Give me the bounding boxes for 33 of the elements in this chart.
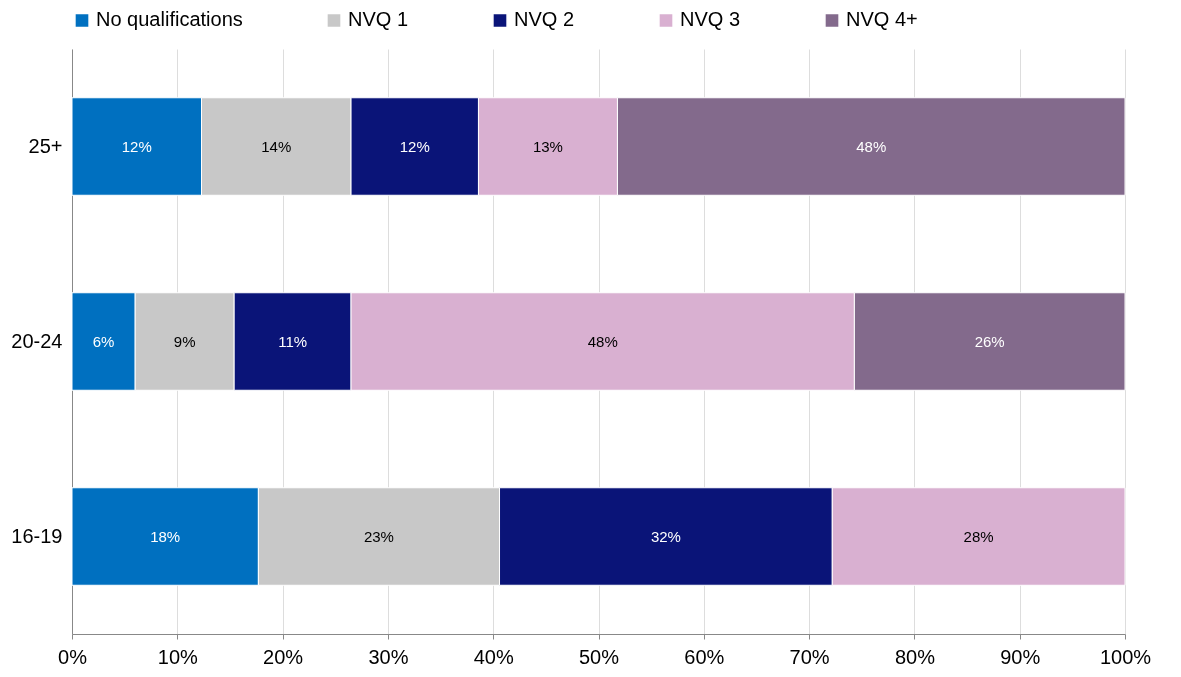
data-label: 48%	[856, 137, 887, 155]
data-label: 12%	[121, 137, 152, 155]
x-tick-label: 60%	[684, 645, 725, 668]
data-label: 13%	[532, 137, 563, 155]
data-label: 28%	[963, 527, 994, 545]
y-tick-label: 20-24	[11, 329, 63, 352]
data-label: 12%	[399, 137, 430, 155]
x-tick-label: 40%	[473, 645, 514, 668]
data-label: 11%	[278, 332, 308, 350]
data-label: 48%	[587, 332, 618, 350]
y-tick-label: 16-19	[11, 524, 63, 547]
data-label: 6%	[92, 332, 115, 350]
x-tick-label: 30%	[368, 645, 409, 668]
x-tick-label: 70%	[789, 645, 830, 668]
x-tick-label: 0%	[58, 645, 88, 668]
data-label: 18%	[150, 527, 181, 545]
data-label: 26%	[974, 332, 1005, 350]
x-tick-label: 100%	[1099, 645, 1152, 668]
data-label: 9%	[173, 332, 196, 350]
legend-label: NVQ 3	[680, 8, 741, 31]
x-tick-label: 20%	[263, 645, 304, 668]
legend-label: NVQ 1	[348, 8, 409, 31]
legend-label: No qualifications	[96, 8, 243, 31]
legend-label: NVQ 2	[514, 8, 575, 31]
data-label: 23%	[363, 527, 394, 545]
x-tick-label: 10%	[157, 645, 199, 668]
x-tick-label: 50%	[578, 645, 620, 668]
data-label: 14%	[261, 137, 292, 155]
data-label: 32%	[650, 527, 681, 545]
y-tick-label: 25+	[28, 134, 63, 157]
legend-label: NVQ 4+	[846, 8, 918, 31]
x-tick-label: 90%	[1000, 645, 1041, 668]
x-tick-label: 80%	[894, 645, 936, 668]
